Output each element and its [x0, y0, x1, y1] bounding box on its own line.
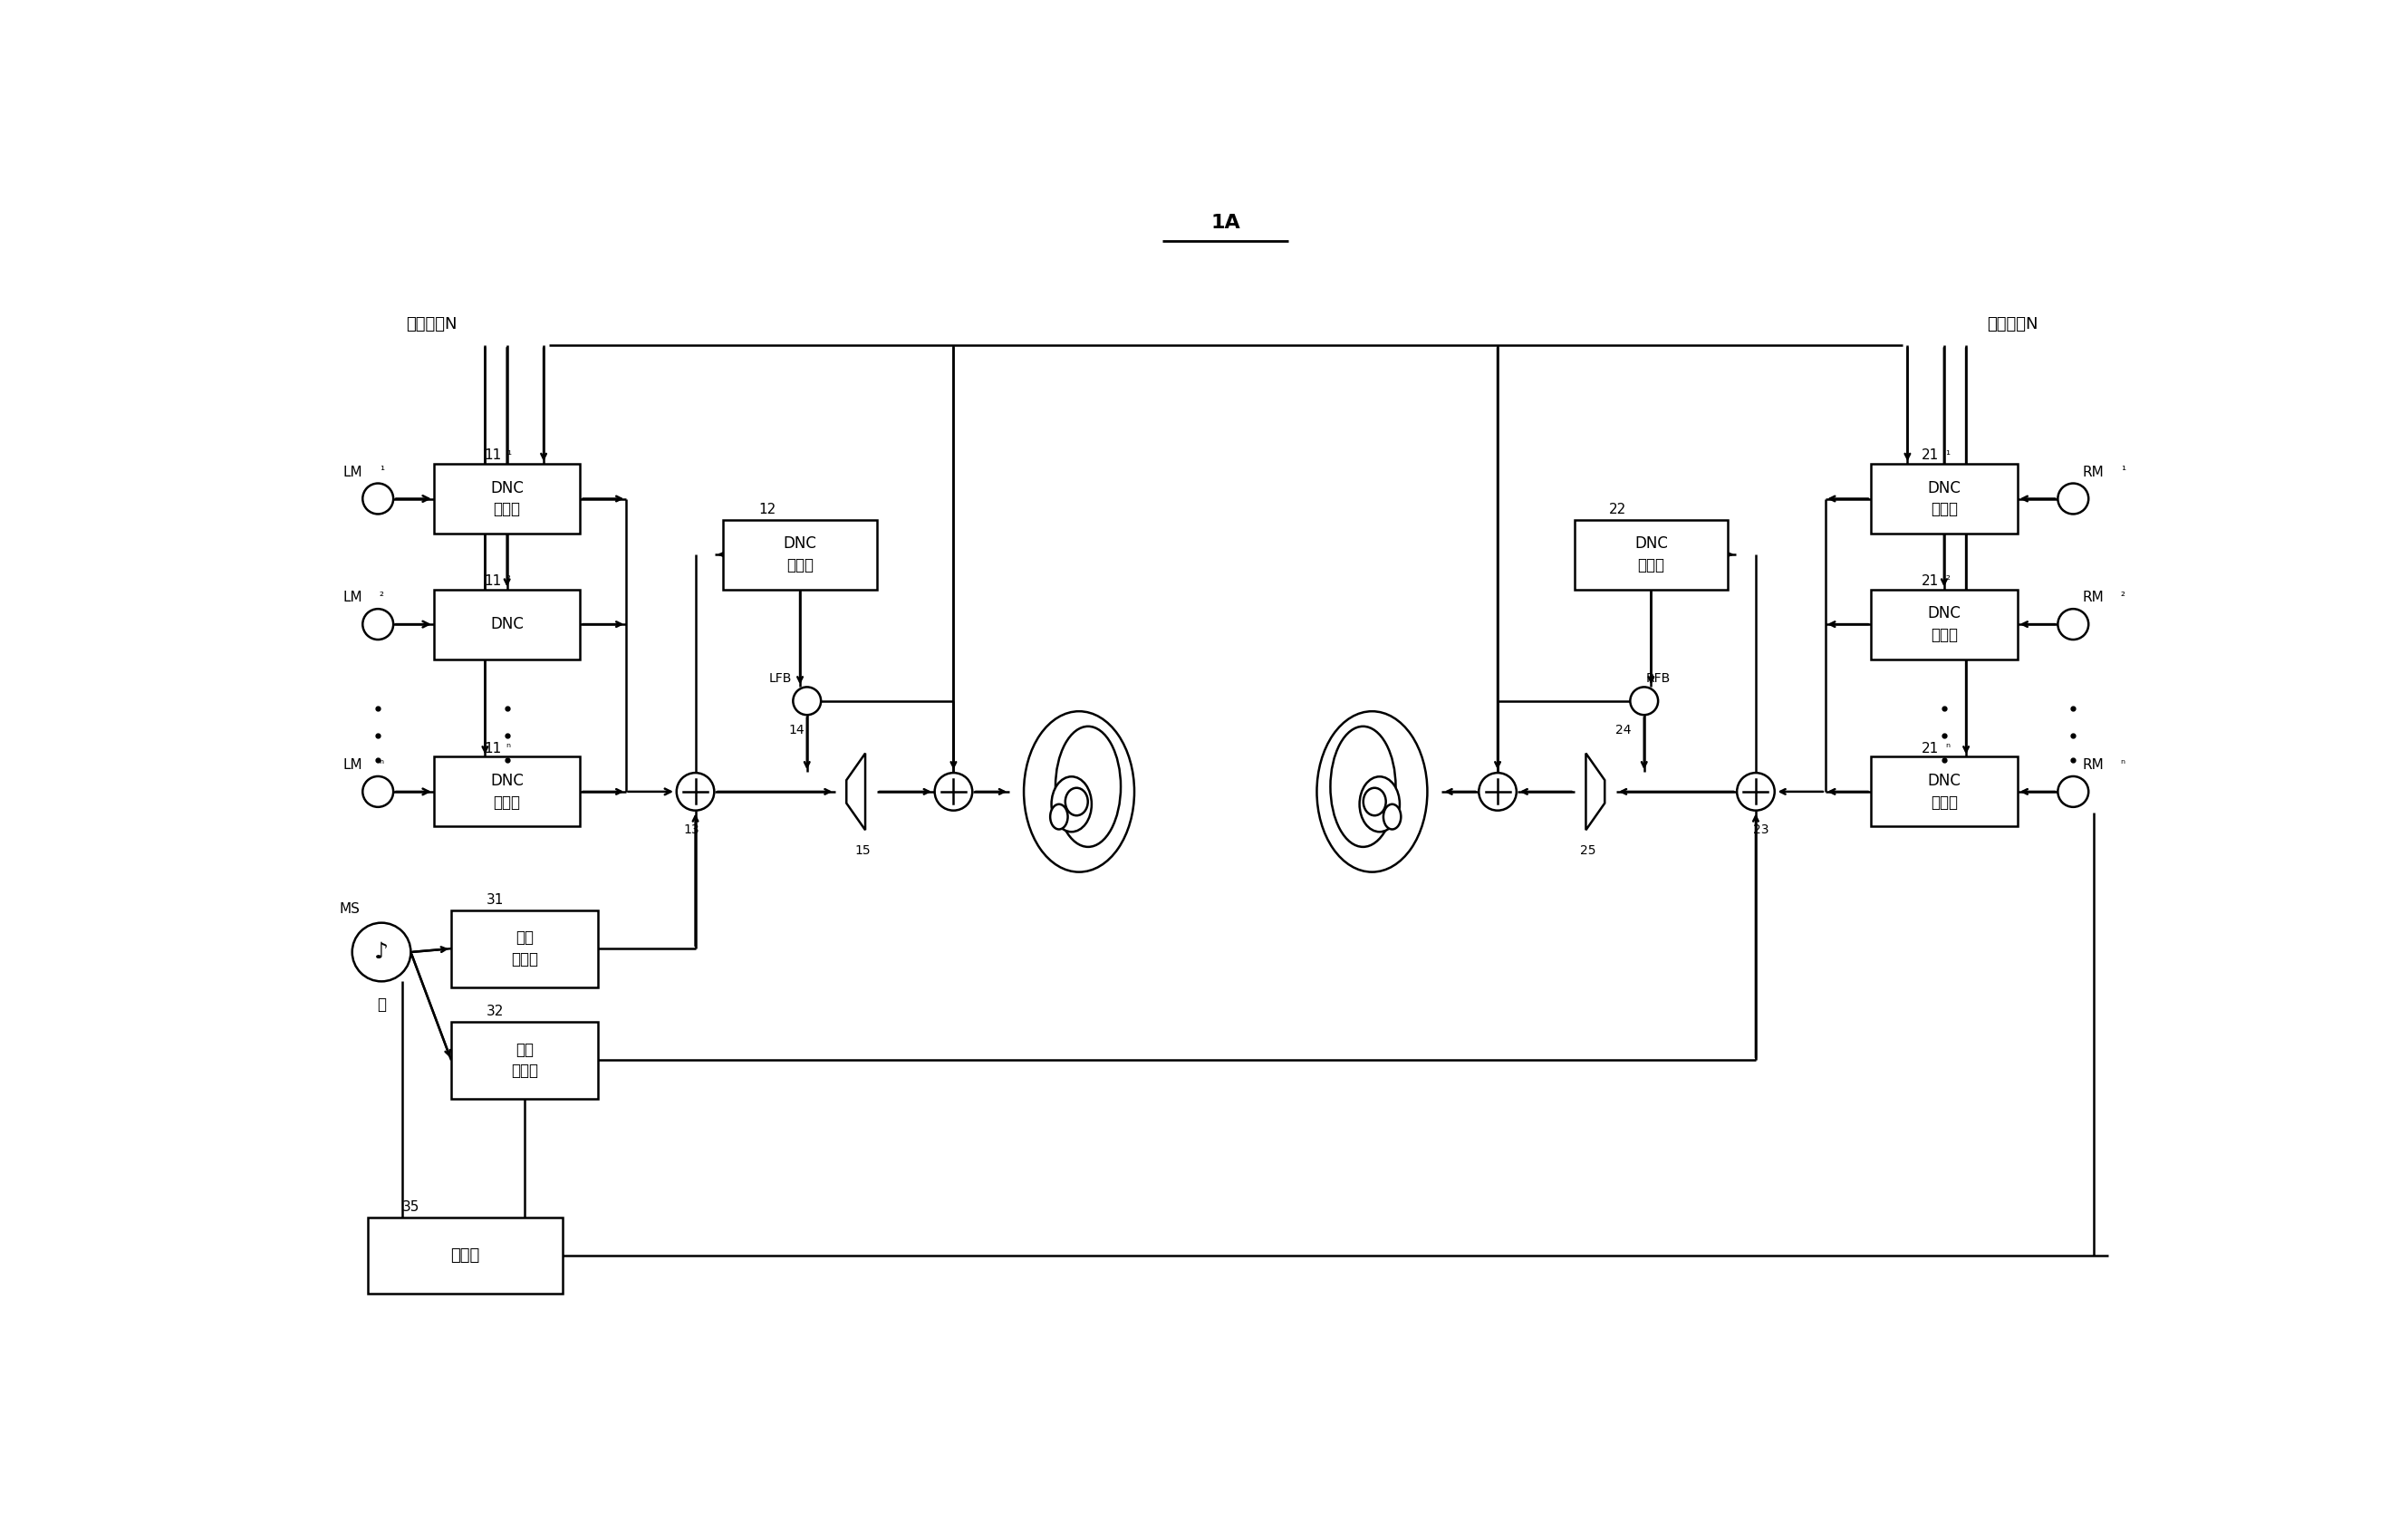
Text: ♪: ♪	[375, 941, 390, 962]
Text: ₙ: ₙ	[507, 738, 511, 750]
Bar	[1575, 519, 1728, 590]
Text: 35: 35	[402, 1200, 421, 1214]
Circle shape	[2058, 608, 2089, 639]
Bar	[452, 910, 598, 987]
Text: 源: 源	[378, 996, 387, 1013]
Circle shape	[2058, 484, 2089, 514]
Text: DNC
滤波器: DNC 滤波器	[1926, 480, 1960, 517]
Text: 数字
滤波器: 数字 滤波器	[511, 930, 538, 967]
Circle shape	[363, 484, 394, 514]
Polygon shape	[846, 753, 865, 830]
Text: LM: LM	[344, 758, 363, 772]
Text: RM: RM	[2082, 591, 2103, 605]
Text: RFB: RFB	[1647, 673, 1671, 685]
Text: 控制部: 控制部	[452, 1247, 480, 1264]
Circle shape	[363, 776, 394, 807]
Text: RM: RM	[2082, 758, 2103, 772]
Bar	[433, 756, 581, 827]
Text: 12: 12	[758, 502, 777, 516]
Text: 15: 15	[856, 844, 870, 858]
Text: 31: 31	[485, 893, 504, 907]
Text: ₁: ₁	[380, 462, 385, 473]
Text: 外部噪声N: 外部噪声N	[406, 316, 456, 333]
Circle shape	[793, 687, 820, 715]
Text: MS: MS	[339, 902, 361, 916]
Text: ₂: ₂	[507, 571, 511, 582]
Ellipse shape	[1049, 804, 1068, 830]
Text: LFB: LFB	[770, 673, 791, 685]
Text: DNC: DNC	[490, 616, 523, 633]
Ellipse shape	[1362, 788, 1386, 816]
Text: ₂: ₂	[2120, 587, 2125, 599]
Ellipse shape	[1384, 804, 1401, 830]
Circle shape	[363, 608, 394, 639]
Bar	[1871, 590, 2017, 659]
Text: ₁: ₁	[2120, 462, 2125, 473]
Text: 11: 11	[485, 574, 502, 588]
Text: 13: 13	[684, 824, 700, 836]
Circle shape	[2058, 776, 2089, 807]
Text: ₙ: ₙ	[380, 755, 385, 767]
Circle shape	[676, 773, 715, 810]
Text: 11: 11	[485, 742, 502, 755]
Text: DNC
滤波器: DNC 滤波器	[490, 773, 523, 810]
Ellipse shape	[1360, 776, 1401, 832]
Circle shape	[934, 773, 973, 810]
Bar	[1871, 756, 2017, 827]
Text: 21: 21	[1922, 574, 1938, 588]
Ellipse shape	[1056, 727, 1121, 847]
Circle shape	[1738, 773, 1776, 810]
Bar	[452, 1023, 598, 1098]
Text: RM: RM	[2082, 465, 2103, 479]
Bar	[433, 590, 581, 659]
Ellipse shape	[1331, 727, 1396, 847]
Text: 11: 11	[485, 448, 502, 462]
Text: DNC
滤波器: DNC 滤波器	[1926, 605, 1960, 644]
Text: DNC
滤波器: DNC 滤波器	[784, 536, 817, 573]
Text: ₁: ₁	[1945, 445, 1950, 457]
Polygon shape	[1587, 753, 1604, 830]
Circle shape	[1479, 773, 1518, 810]
Ellipse shape	[1023, 711, 1135, 872]
Text: 25: 25	[1580, 844, 1597, 858]
Text: DNC
滤波器: DNC 滤波器	[490, 480, 523, 517]
Bar	[368, 1217, 562, 1294]
Text: 1A: 1A	[1212, 214, 1240, 233]
Bar	[1871, 464, 2017, 533]
Text: ₙ: ₙ	[2120, 755, 2125, 767]
Bar	[433, 464, 581, 533]
Text: 32: 32	[485, 1004, 504, 1018]
Text: 23: 23	[1754, 824, 1769, 836]
Text: ₁: ₁	[507, 445, 511, 457]
Text: 24: 24	[1616, 724, 1630, 736]
Ellipse shape	[1066, 788, 1087, 816]
Text: DNC
滤波器: DNC 滤波器	[1635, 536, 1668, 573]
Text: 数字
滤波器: 数字 滤波器	[511, 1041, 538, 1080]
Ellipse shape	[1317, 711, 1427, 872]
Text: LM: LM	[344, 591, 363, 605]
Text: ₙ: ₙ	[1945, 738, 1950, 750]
Text: 14: 14	[789, 724, 805, 736]
Text: 21: 21	[1922, 448, 1938, 462]
Ellipse shape	[1052, 776, 1092, 832]
Circle shape	[351, 922, 411, 981]
Text: 外部噪声N: 外部噪声N	[1986, 316, 2039, 333]
Text: 22: 22	[1608, 502, 1628, 516]
Text: ₂: ₂	[1945, 571, 1950, 582]
Circle shape	[1630, 687, 1659, 715]
Text: DNC
滤波器: DNC 滤波器	[1926, 773, 1960, 810]
Text: 21: 21	[1922, 742, 1938, 755]
Text: LM: LM	[344, 465, 363, 479]
Bar	[724, 519, 877, 590]
Text: ₂: ₂	[380, 587, 385, 599]
